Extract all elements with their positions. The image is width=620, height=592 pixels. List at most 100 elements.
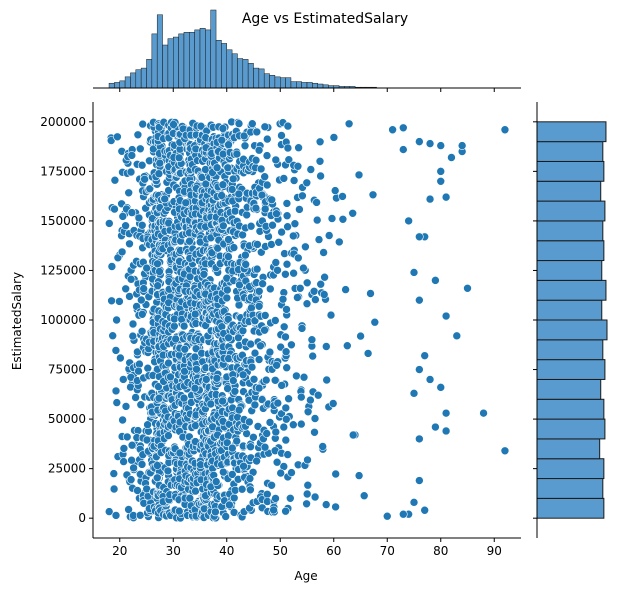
scatter-point [260,442,270,452]
scatter-point [279,322,289,332]
scatter-point [321,342,331,351]
salary-hist-bar [536,220,604,242]
scatter-point [122,432,132,442]
age-hist-bar [269,75,276,89]
scatter-point [268,220,277,230]
scatter-point [270,375,280,385]
scatter-point [239,461,248,471]
scatter-point [247,303,256,313]
scatter-point [246,221,256,231]
scatter-point [110,175,120,185]
scatter-point [298,191,307,201]
scatter-point [217,191,226,200]
scatter-point [138,119,147,129]
age-hist-bar [173,36,179,89]
scatter-point [404,216,413,226]
y-tick-label: 125000 [40,263,86,277]
axes: 20 30 40 50 60 70 80 90 0 25000 50000 75000 100000 12… [40,102,521,558]
scatter-point [207,248,217,257]
scatter-point [436,383,446,392]
scatter-point [344,119,354,129]
scatter-point [338,192,347,201]
scatter-point [302,489,312,499]
x-tick-label: 20 [112,544,127,558]
scatter-point [415,232,424,242]
salary-hist-bar [536,141,604,162]
x-tick-label: 80 [433,544,448,558]
scatter-point [441,311,451,321]
scatter-point [312,215,322,225]
scatter-point [112,398,122,407]
scatter-point [282,211,292,220]
scatter-point [267,240,276,249]
scatter-point [302,299,312,309]
scatter-point [247,362,257,372]
scatter-point [258,279,267,289]
scatter-point [254,383,264,393]
scatter-point [118,212,128,221]
scatter-point [312,198,321,207]
scatter-point [281,403,291,413]
scatter-point [104,507,114,516]
scatter-point [321,500,331,509]
scatter-point [313,390,323,400]
scatter-point [127,440,137,450]
scatter-point [425,375,435,384]
scatter-point [217,135,227,145]
scatter-point [180,344,190,354]
scatter-point [363,349,373,358]
scatter-point [341,285,350,294]
scatter-point [245,417,254,427]
scatter-point [302,278,312,288]
x-tick-label: 40 [219,544,234,558]
y-tick-label: 75000 [48,363,86,377]
scatter-point [398,509,408,519]
scatter-point [223,314,233,324]
scatter-point [278,294,288,304]
scatter-point [307,335,317,345]
scatter-point [196,121,206,131]
scatter-point [293,293,302,302]
age-hist-bar [124,76,131,89]
age-hist-bar [135,69,142,89]
scatter-point [218,124,228,133]
age-hist-bar [221,43,227,89]
scatter-point [262,180,272,190]
scatter-point [143,363,153,373]
scatter-point [316,171,325,181]
age-hist-bar [296,81,302,89]
y-tick-label: 200000 [40,115,86,129]
scatter-point [234,405,244,415]
age-hist-bar [205,29,211,89]
scatter-point [273,265,282,275]
scatter-point [301,242,310,252]
scatter-point [251,203,261,213]
scatter-point [234,189,244,199]
scatter-point [234,333,243,343]
scatter-point [265,418,275,427]
scatter-point [116,353,125,363]
salary-hist-bar [536,121,607,143]
salary-hist-bar [536,279,607,301]
scatter-point [109,469,119,478]
scatter-point [222,438,232,448]
scatter-point [225,500,234,510]
scatter-point [250,316,260,326]
x-tick-label: 50 [273,544,288,558]
scatter-point [128,319,138,329]
scatter-point [302,499,311,509]
scatter-point [230,386,240,396]
salary-hist-bar [536,180,602,202]
scatter-point [254,355,264,364]
scatter-point [241,260,250,269]
scatter-point [281,269,290,279]
scatter-point [415,295,424,305]
salary-hist-bar [536,378,602,400]
scatter-point [145,184,155,194]
scatter-point [303,407,313,417]
scatter-point [262,489,272,499]
scatter-point [260,311,270,320]
scatter-point [272,457,282,467]
scatter-point [224,333,233,343]
scatter-point [106,136,116,145]
